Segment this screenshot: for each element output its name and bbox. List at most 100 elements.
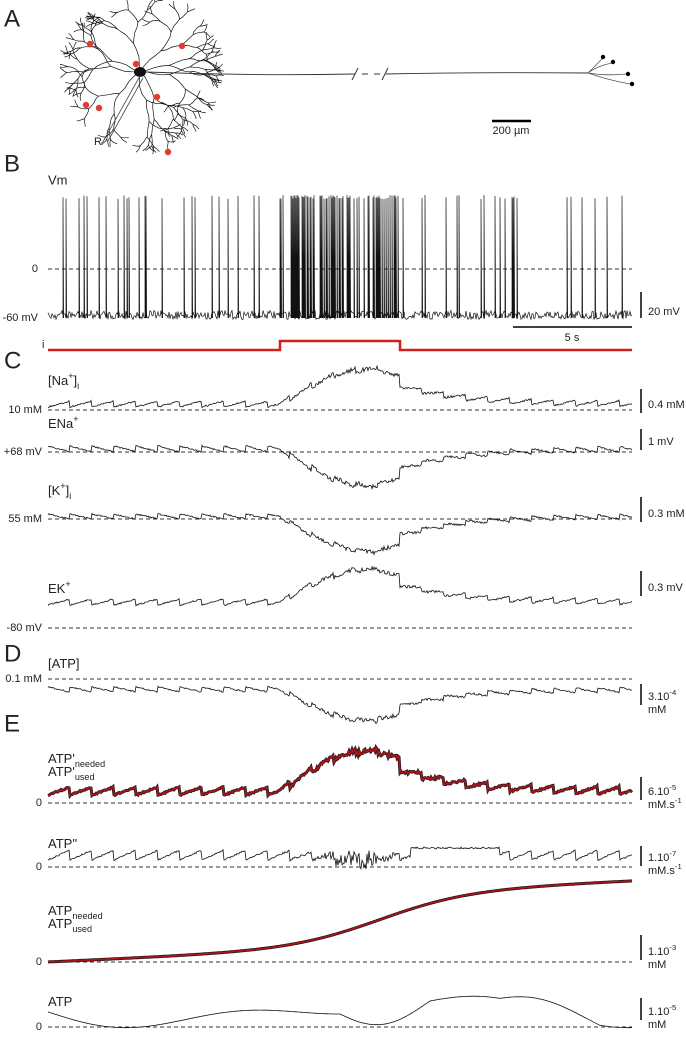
label-part: -5	[669, 783, 676, 792]
panel-letter: D	[4, 640, 21, 667]
label-part: ATP	[48, 916, 72, 931]
trace	[47, 444, 633, 491]
scale-label: 0.4 mM	[648, 399, 685, 411]
trace-label: ATP'used	[48, 764, 95, 782]
label-part: EK	[48, 581, 66, 596]
label-part: 1.10	[648, 1006, 669, 1018]
recording-site	[153, 93, 161, 101]
recording-site	[82, 101, 90, 109]
axon	[145, 71, 589, 76]
trace-label: Vm	[48, 172, 68, 187]
baseline-label: 0.1 mM	[5, 673, 42, 685]
label-part: 1.10	[648, 852, 669, 864]
label-part: mM	[648, 1019, 666, 1031]
trace-label: ATP	[48, 994, 72, 1009]
label-part: ATP'	[48, 764, 75, 779]
baseline-label: 10 mM	[8, 404, 42, 416]
trace	[47, 995, 632, 1029]
trace-label: ATP'needed	[48, 751, 105, 769]
recording-site	[164, 148, 172, 156]
scale-label: mM	[648, 704, 666, 716]
scale-label: 1.10-7	[648, 849, 676, 864]
vm-trace	[47, 194, 633, 321]
panel-letter: C	[4, 347, 21, 374]
stimulus-trace	[48, 339, 632, 352]
terminal-dot	[610, 59, 616, 65]
trace-label: [Na+]i	[48, 371, 79, 391]
recording-site	[86, 40, 94, 48]
label-part: +	[60, 481, 65, 491]
trace	[47, 364, 633, 409]
baseline-label: -80 mV	[7, 622, 43, 634]
label-part: 3.10	[648, 691, 669, 703]
recording-site	[95, 104, 103, 112]
label-part: -1	[675, 862, 682, 871]
baseline-label: 0	[36, 1021, 42, 1033]
terminal-dot	[625, 71, 631, 77]
scale-label: 6.10-5	[648, 783, 676, 798]
recording-site	[132, 60, 140, 68]
label-part: needed	[75, 759, 105, 769]
trace	[47, 512, 633, 556]
label-part: ATP	[48, 903, 72, 918]
scale-label: 20 mV	[648, 306, 680, 318]
label-part: ]	[66, 483, 70, 498]
scale-label: mM.s-1	[648, 796, 682, 811]
label-part: -1	[675, 796, 682, 805]
baseline-label: 55 mM	[8, 513, 42, 525]
label-part: mM.s	[648, 865, 675, 877]
label-part: mM	[648, 704, 666, 716]
label-part: ATP'	[48, 751, 75, 766]
trace-used	[47, 745, 633, 798]
baseline-label: 0	[36, 861, 42, 873]
trace-label: ATPused	[48, 916, 92, 934]
panel-letter: E	[4, 710, 20, 737]
trace	[47, 565, 633, 607]
label-part: ]	[74, 373, 78, 388]
trace	[47, 845, 632, 871]
scale-label: 3.10-4	[648, 688, 677, 703]
label-part: 1.10	[648, 946, 669, 958]
trace-label: ATPneeded	[48, 903, 103, 921]
label-part: -4	[669, 688, 677, 697]
label-part: +	[73, 414, 78, 424]
baseline-label: 0	[36, 956, 42, 968]
label-part: 0.3 mV	[648, 582, 684, 594]
label-part: i	[77, 381, 79, 391]
scale-label: mM	[648, 1019, 666, 1031]
label-part: needed	[72, 911, 102, 921]
trace-label: ATP''	[48, 836, 77, 851]
label-part: 1 mV	[648, 436, 674, 448]
trace	[47, 685, 633, 725]
baseline-label: -60 mV	[3, 312, 39, 324]
label-part: +	[68, 371, 73, 381]
label-part: -7	[669, 849, 676, 858]
label-part: mM	[648, 959, 666, 971]
label-part: mM.s	[648, 799, 675, 811]
label-part: [K	[48, 483, 61, 498]
baseline-label: 0	[32, 263, 38, 275]
electrode	[103, 75, 144, 142]
label-part: [Na	[48, 373, 69, 388]
scale-label: 1.10-3	[648, 943, 676, 958]
scale-label: 0.3 mV	[648, 582, 684, 594]
label-part: used	[72, 924, 92, 934]
label-part: +	[65, 579, 70, 589]
trace-label: [ATP]	[48, 656, 80, 671]
trace-label: ENa+	[48, 414, 79, 431]
label-part: 6.10	[648, 786, 669, 798]
label-part: used	[75, 772, 95, 782]
label-part: ATP''	[48, 836, 77, 851]
label-part: ATP	[48, 994, 72, 1009]
scale-label: 1.10-5	[648, 1003, 676, 1018]
soma	[134, 67, 146, 77]
scale-label: 200 µm	[493, 125, 530, 137]
scale-label: 5 s	[565, 332, 580, 344]
trace-needed	[47, 879, 633, 964]
terminal-dot	[600, 54, 606, 60]
terminal-dot	[629, 81, 635, 87]
label-part: -3	[669, 943, 676, 952]
terminals	[587, 57, 631, 85]
